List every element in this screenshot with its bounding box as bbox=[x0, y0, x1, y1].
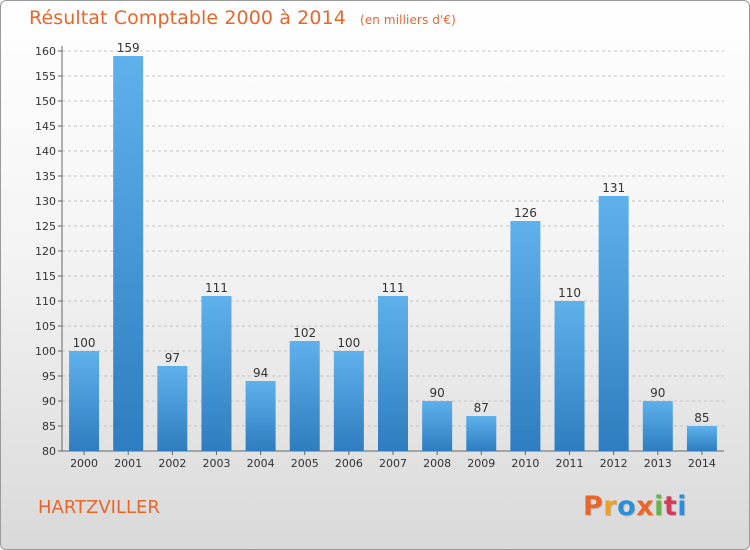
y-tick-label: 135 bbox=[35, 170, 56, 183]
y-tick-label: 85 bbox=[42, 420, 56, 433]
y-tick-label: 115 bbox=[35, 270, 56, 283]
chart-title: Résultat Comptable 2000 à 2014 (en milli… bbox=[29, 7, 456, 29]
x-tick-label: 2001 bbox=[114, 457, 142, 470]
bar bbox=[69, 351, 100, 451]
logo-letter: o bbox=[617, 491, 637, 522]
bar-value-label: 90 bbox=[429, 386, 444, 400]
bar bbox=[554, 301, 585, 451]
x-tick-label: 2002 bbox=[158, 457, 186, 470]
y-tick-label: 80 bbox=[42, 445, 56, 458]
bar bbox=[598, 196, 629, 451]
bar-value-label: 100 bbox=[73, 336, 96, 350]
bar bbox=[466, 416, 497, 451]
bar-value-label: 100 bbox=[337, 336, 360, 350]
bar bbox=[510, 221, 541, 451]
y-tick-label: 145 bbox=[35, 120, 56, 133]
bar bbox=[422, 401, 453, 451]
bar bbox=[201, 296, 232, 451]
labels: 100 2000 159 2001 97 2002 111 2003 94 2004 102 2005… bbox=[70, 41, 716, 470]
y-tick-label: 105 bbox=[35, 320, 56, 333]
proxiti-logo[interactable]: Proxiti bbox=[583, 491, 687, 522]
bar-value-label: 131 bbox=[602, 181, 625, 195]
y-tick-label: 100 bbox=[35, 345, 56, 358]
bar-value-label: 110 bbox=[558, 286, 581, 300]
y-tick-label: 90 bbox=[42, 395, 56, 408]
y-tick-label: 155 bbox=[35, 70, 56, 83]
bar bbox=[378, 296, 408, 451]
logo-letter: x bbox=[636, 491, 655, 522]
bar-value-label: 126 bbox=[514, 206, 537, 220]
bar bbox=[113, 56, 144, 451]
x-tick-label: 2011 bbox=[556, 457, 584, 470]
bar-value-label: 85 bbox=[694, 411, 709, 425]
bar-value-label: 87 bbox=[474, 401, 489, 415]
x-tick-label: 2012 bbox=[600, 457, 628, 470]
y-tick-label: 95 bbox=[42, 370, 56, 383]
bar-value-label: 159 bbox=[117, 41, 140, 55]
x-tick-label: 2010 bbox=[511, 457, 539, 470]
bar bbox=[289, 341, 320, 451]
y-tick-label: 125 bbox=[35, 220, 56, 233]
x-tick-label: 2013 bbox=[644, 457, 672, 470]
x-tick-label: 2006 bbox=[335, 457, 363, 470]
chart-subtitle: (en milliers d'€) bbox=[360, 13, 456, 27]
logo-letter: i bbox=[654, 491, 664, 522]
x-tick-label: 2000 bbox=[70, 457, 98, 470]
bar-value-label: 111 bbox=[382, 281, 405, 295]
commune-name: HARTZVILLER bbox=[38, 497, 160, 518]
x-tick-label: 2005 bbox=[291, 457, 319, 470]
bar-value-label: 102 bbox=[293, 326, 316, 340]
y-tick-label: 110 bbox=[35, 295, 56, 308]
bar bbox=[245, 381, 276, 451]
bars bbox=[69, 56, 717, 451]
bar bbox=[642, 401, 673, 451]
x-tick-label: 2003 bbox=[202, 457, 230, 470]
x-tick-label: 2004 bbox=[247, 457, 275, 470]
y-tick-label: 130 bbox=[35, 195, 56, 208]
bar-value-label: 111 bbox=[205, 281, 228, 295]
logo-letter: r bbox=[603, 491, 618, 522]
bar-value-label: 97 bbox=[165, 351, 180, 365]
x-tick-label: 2009 bbox=[467, 457, 495, 470]
y-tick-label: 140 bbox=[35, 145, 56, 158]
x-tick-label: 2014 bbox=[688, 457, 716, 470]
chart-title-text: Résultat Comptable 2000 à 2014 bbox=[29, 7, 346, 29]
bar bbox=[157, 366, 188, 451]
bar bbox=[333, 351, 364, 451]
bar-value-label: 94 bbox=[253, 366, 268, 380]
logo-letter: t bbox=[663, 491, 678, 522]
y-tick-label: 120 bbox=[35, 245, 56, 258]
x-tick-label: 2007 bbox=[379, 457, 407, 470]
bar-value-label: 90 bbox=[650, 386, 665, 400]
logo-letter: i bbox=[677, 491, 688, 522]
y-tick-label: 150 bbox=[35, 95, 56, 108]
bar bbox=[686, 426, 717, 451]
x-tick-label: 2008 bbox=[423, 457, 451, 470]
logo-letter: P bbox=[583, 491, 604, 522]
y-tick-label: 160 bbox=[35, 45, 56, 58]
